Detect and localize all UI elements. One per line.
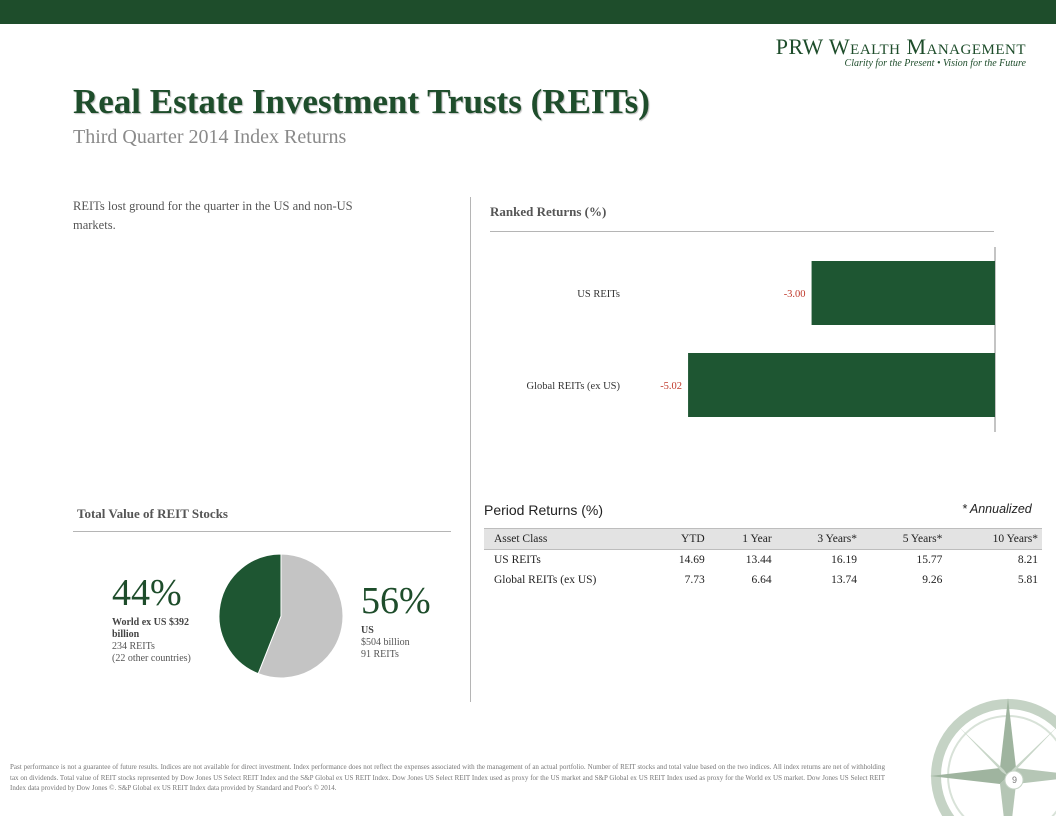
us-label: US $504 billion 91 REITs	[361, 625, 461, 661]
table-row: Global REITs (ex US) 7.73 6.64 13.74 9.2…	[484, 570, 1042, 590]
table-cell: 16.19	[831, 554, 857, 566]
table-cell: 5.81	[1017, 574, 1038, 586]
table-cell: 8.21	[1017, 554, 1038, 566]
bar	[688, 353, 995, 417]
column-header: 1 Year	[708, 528, 776, 550]
world-ex-us-name: World ex US $392 billion	[112, 617, 189, 640]
compass-rose-icon	[930, 698, 1056, 816]
table-row: US REITs 14.69 13.44 16.19 15.77 8.21	[484, 550, 1042, 571]
table-cell: 7.73	[684, 574, 705, 586]
pie-slice	[219, 554, 282, 675]
column-header: 3 Years*	[775, 528, 861, 550]
page-subtitle: Third Quarter 2014 Index Returns	[73, 126, 347, 148]
us-percent: 56%	[361, 580, 431, 622]
bar	[811, 261, 995, 325]
world-ex-us-label: World ex US $392 billion 234 REITs (22 o…	[112, 617, 212, 665]
ranked-returns-title: Ranked Returns (%)	[490, 204, 607, 219]
page-title: Real Estate Investment Trusts (REITs)	[73, 82, 650, 121]
ranked-returns-rule	[490, 231, 994, 232]
us-count: 91 REITs	[361, 649, 399, 660]
bar-value-label: -5.02	[660, 381, 682, 392]
category-label: Global REITs (ex US)	[527, 381, 621, 392]
logo-tagline: Clarity for the Present • Vision for the…	[844, 58, 1026, 69]
column-header: YTD	[648, 528, 709, 550]
intro-text: REITs lost ground for the quarter in the…	[73, 199, 353, 232]
category-label: US REITs	[577, 289, 620, 300]
total-value-title: Total Value of REIT Stocks	[77, 506, 228, 521]
page-number: 9	[1012, 775, 1018, 785]
world-ex-us-countries: (22 other countries)	[112, 653, 191, 664]
period-returns-title: Period Returns (%)	[484, 502, 604, 518]
table-cell: US REITs	[494, 554, 541, 566]
table-cell: 15.77	[916, 554, 943, 566]
table-cell: 13.44	[745, 554, 772, 566]
reit-value-pie-chart	[219, 554, 343, 678]
table-header-row: Asset Class YTD 1 Year 3 Years* 5 Years*…	[484, 528, 1042, 550]
us-value: $504 billion	[361, 637, 410, 648]
logo-name: PRW Wealth Management	[775, 34, 1026, 59]
world-ex-us-count: 234 REITs	[112, 641, 155, 652]
top-bar	[0, 0, 1056, 24]
us-name: US	[361, 625, 374, 636]
column-header: 10 Years*	[946, 528, 1042, 550]
pie-slice	[257, 554, 343, 678]
disclaimer-text: Past performance is not a guarantee of f…	[10, 763, 885, 792]
table-cell: 14.69	[678, 554, 705, 566]
column-header: 5 Years*	[861, 528, 947, 550]
ranked-returns-chart: -3.00 US REITs -5.02 Global REITs (ex US)	[527, 247, 996, 432]
column-header: Asset Class	[484, 528, 648, 550]
total-value-rule	[73, 531, 451, 532]
vertical-divider	[470, 197, 471, 702]
table-cell: 13.74	[831, 574, 857, 586]
period-returns-table: Asset Class YTD 1 Year 3 Years* 5 Years*…	[484, 528, 1042, 590]
table-cell: 6.64	[751, 574, 772, 586]
world-ex-us-percent: 44%	[112, 572, 182, 614]
company-logo: PRW Wealth Management Clarity for the Pr…	[776, 34, 1026, 69]
table-cell: 9.26	[922, 574, 943, 586]
annualized-note: * Annualized	[962, 502, 1032, 516]
bar-value-label: -3.00	[784, 289, 806, 300]
table-cell: Global REITs (ex US)	[494, 574, 597, 586]
